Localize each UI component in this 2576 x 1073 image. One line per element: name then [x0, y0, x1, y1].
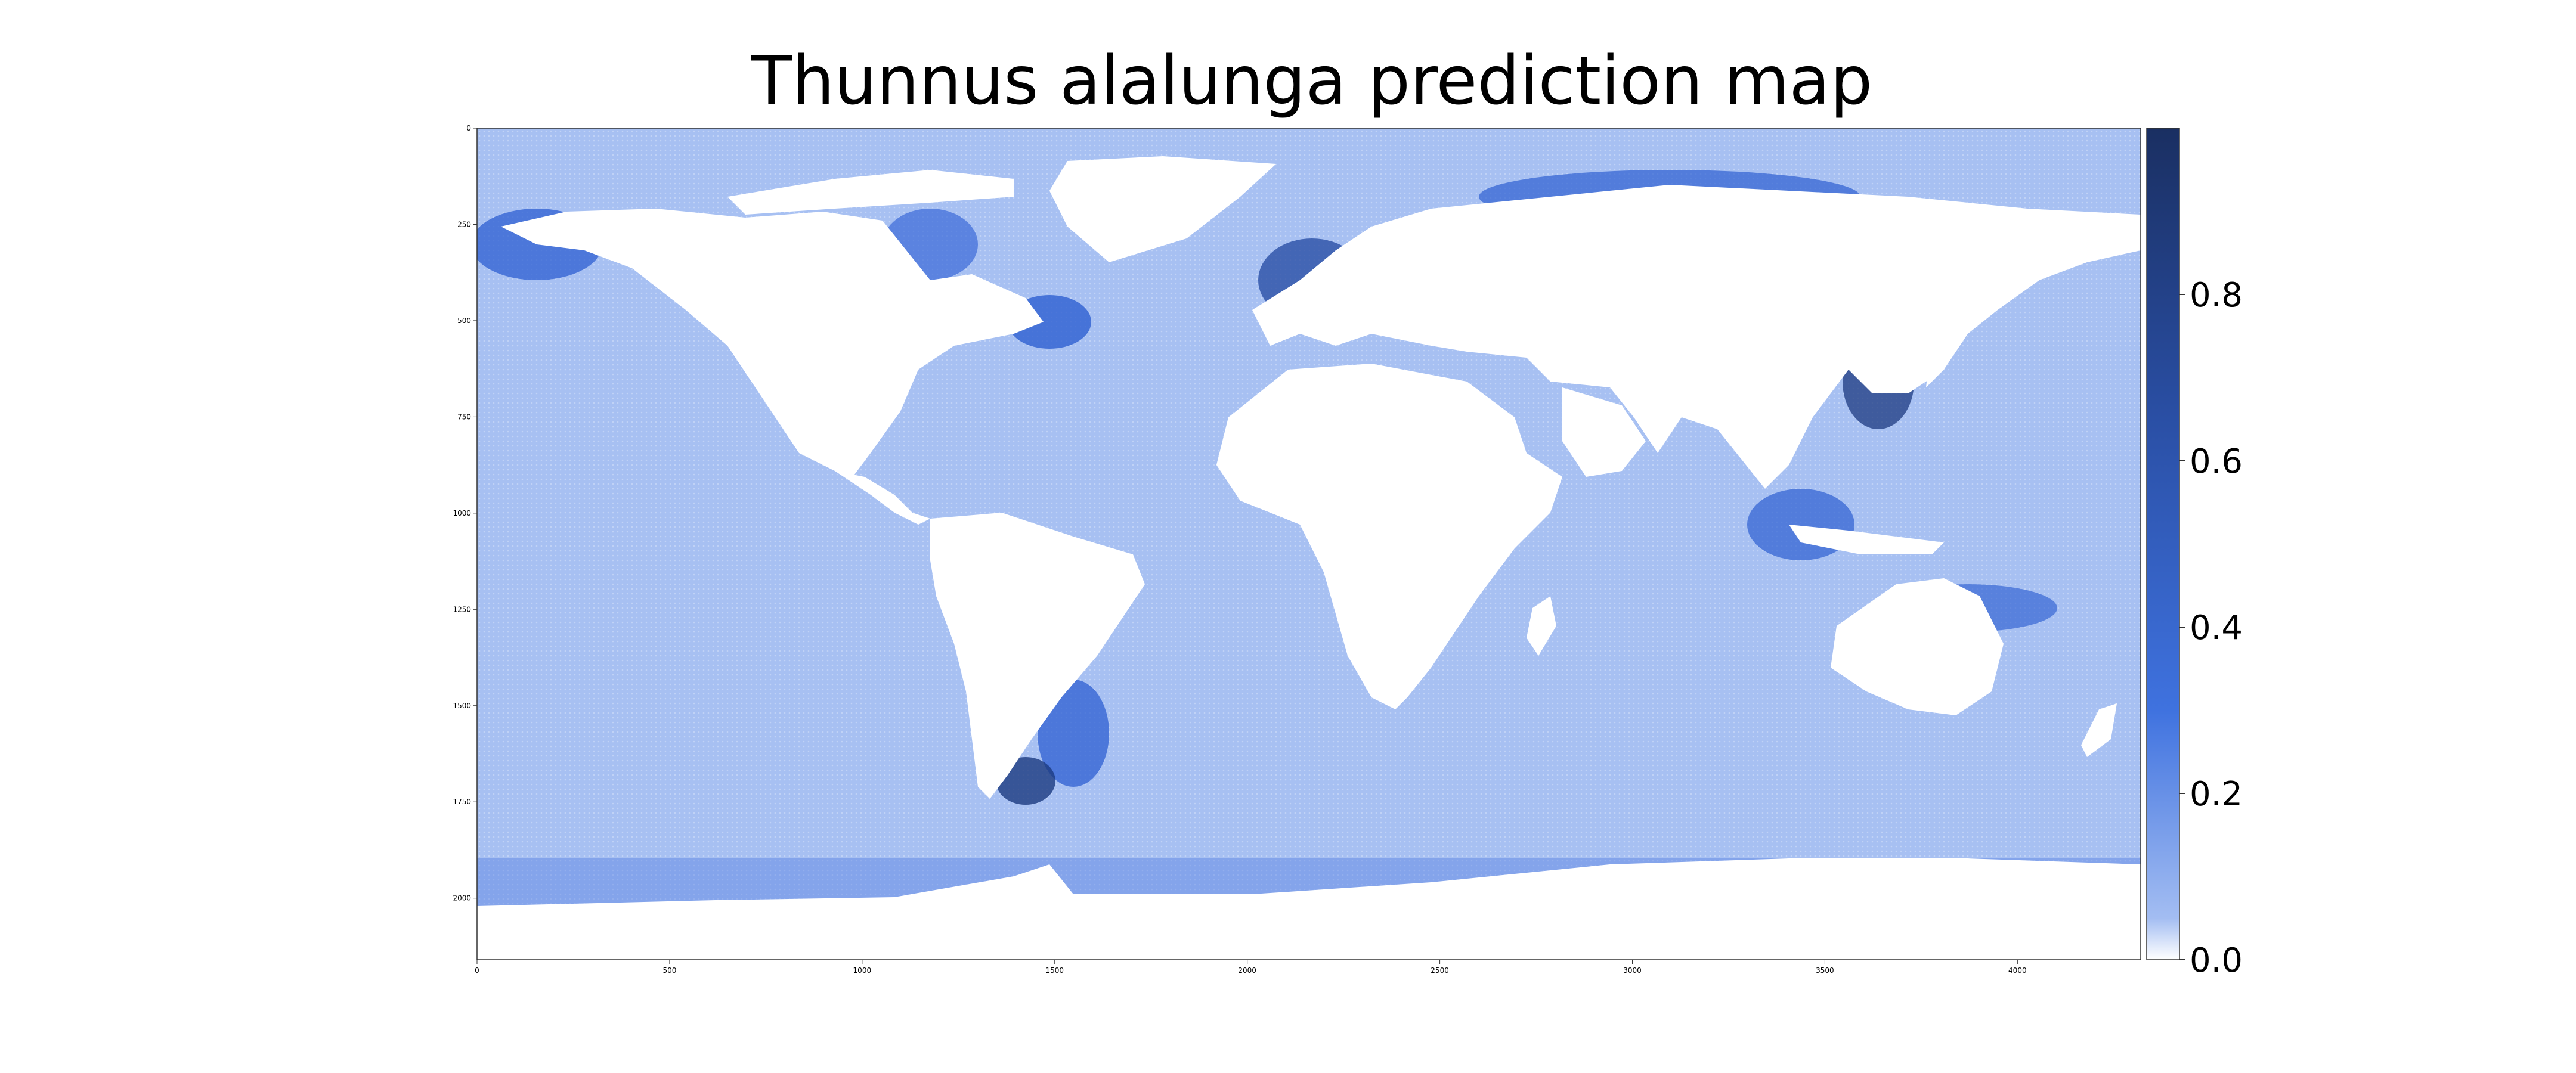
x-tick-label: 3000 [1623, 966, 1642, 975]
x-axis: 0 500 1000 1500 2000 2500 3000 3500 4000 [475, 960, 2027, 975]
map-frame [476, 128, 2141, 960]
x-tick-label: 4000 [2008, 966, 2027, 975]
map-title: Thunnus alalunga prediction map [751, 42, 1873, 120]
colorbar-tick-label: 0.6 [2190, 442, 2243, 481]
land-north-america [501, 209, 1044, 477]
land-new-zealand [2081, 703, 2117, 757]
colorbar-tick-label: 0.2 [2190, 775, 2243, 814]
land-indonesia [1789, 525, 1944, 554]
x-tick-label: 0 [475, 966, 479, 975]
x-tick-label: 1000 [853, 966, 872, 975]
y-tick-label: 250 [457, 220, 471, 228]
land-layer [477, 156, 2141, 960]
land-japan [1926, 310, 1962, 387]
x-tick-label: 2000 [1238, 966, 1256, 975]
x-tick-label: 2500 [1431, 966, 1449, 975]
land-madagascar [1527, 596, 1556, 656]
y-tick-label: 500 [457, 317, 471, 325]
y-tick-label: 1500 [453, 702, 471, 710]
land-greenland [1049, 156, 1276, 262]
colorbar-tick-label: 0.0 [2190, 941, 2243, 980]
colorbar-ticks: 0.0 0.2 0.4 0.6 0.8 [2179, 276, 2243, 980]
x-tick-label: 500 [662, 966, 676, 975]
x-tick-label: 1500 [1045, 966, 1064, 975]
colorbar: 0.0 0.2 0.4 0.6 0.8 [2146, 128, 2243, 980]
colorbar-gradient [2146, 128, 2180, 960]
land-africa [1216, 364, 1562, 709]
y-tick-label: 0 [466, 124, 471, 132]
land-central-america [835, 471, 930, 525]
y-tick-label: 1750 [453, 798, 471, 806]
y-tick-label: 1000 [453, 509, 471, 517]
land-europe-asia [1252, 185, 2141, 489]
y-tick-label: 2000 [453, 894, 471, 903]
x-tick-label: 3500 [1816, 966, 1834, 975]
land-arabia [1562, 387, 1646, 477]
hotspot-south-atlantic-west [1038, 680, 1109, 787]
land-antarctica [477, 858, 2141, 960]
y-tick-label: 750 [457, 413, 471, 421]
map-plot-area [477, 128, 2141, 960]
colorbar-tick-label: 0.8 [2190, 276, 2243, 315]
y-axis: 0 250 500 750 1000 1250 1500 1750 2000 [453, 124, 477, 903]
land-australia [1831, 578, 2004, 715]
land-south-america [930, 513, 1145, 799]
colorbar-tick-label: 0.4 [2190, 609, 2243, 647]
land-canadian-arctic [727, 170, 1014, 215]
y-tick-label: 1250 [453, 605, 471, 613]
